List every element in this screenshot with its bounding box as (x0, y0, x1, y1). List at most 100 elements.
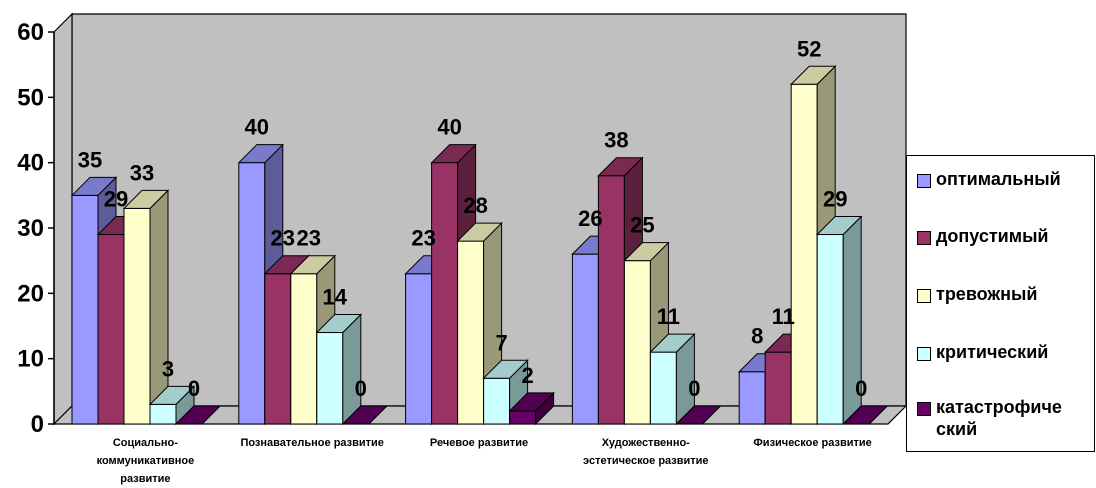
y-tick-label: 40 (17, 150, 44, 177)
category-label: Социально- (113, 437, 178, 449)
data-label: 0 (855, 376, 867, 401)
data-label: 38 (604, 128, 628, 153)
bar-front (405, 273, 433, 425)
legend-item: катастрофиче ский (917, 396, 1096, 440)
bar-front (238, 162, 266, 425)
bar (841, 405, 889, 425)
bar-front (597, 175, 625, 425)
legend-swatch (917, 231, 931, 245)
bar-top (70, 176, 118, 196)
data-label: 23 (411, 226, 435, 251)
data-label: 8 (751, 324, 763, 349)
bar (482, 359, 529, 426)
data-label: 11 (772, 304, 795, 329)
bar-top (289, 255, 337, 275)
data-label: 11 (657, 304, 680, 329)
bar (456, 221, 503, 426)
data-label: 23 (297, 226, 321, 251)
bar-front (264, 273, 292, 425)
bar (649, 332, 696, 426)
bar-front (123, 207, 151, 425)
bar-front (316, 332, 344, 425)
bar (623, 241, 670, 426)
bar-top (789, 65, 837, 85)
bar-side (342, 313, 362, 426)
bar-front (790, 83, 818, 425)
bar-top (341, 405, 389, 425)
bar-front (290, 273, 318, 425)
data-label: 14 (323, 285, 348, 310)
category-label: коммуникативное (97, 455, 195, 467)
y-tick-label: 10 (17, 346, 44, 373)
bar-front (149, 403, 177, 425)
bar-top (430, 144, 477, 164)
legend-swatch (917, 402, 931, 416)
data-label: 0 (355, 376, 367, 401)
data-label: 0 (688, 376, 700, 401)
data-label: 23 (271, 226, 295, 251)
category-label: Познавательное развитие (240, 437, 383, 449)
y-tick-label: 20 (17, 280, 44, 307)
bar-front (509, 410, 537, 425)
bar-front (431, 162, 459, 425)
bar-top (597, 157, 644, 177)
data-label: 29 (823, 187, 847, 212)
data-label: 2 (521, 363, 533, 388)
bar (341, 405, 389, 425)
bar-front (71, 194, 99, 425)
legend-label: критический (936, 342, 1049, 362)
data-label: 40 (437, 115, 461, 140)
data-label: 29 (104, 187, 128, 212)
bar-top (649, 333, 696, 353)
bar (122, 189, 170, 426)
bar (815, 215, 863, 426)
bar-top (482, 359, 529, 379)
category-axis-labels: Социально-коммуникативное развитие Познава… (97, 437, 872, 485)
bar-front (457, 240, 485, 425)
bar-top (841, 405, 889, 425)
data-label: 28 (463, 193, 487, 218)
legend-swatch (917, 174, 931, 188)
legend: оптимальный допустимый тревожный критически… (906, 155, 1095, 452)
y-tick-label: 0 (31, 411, 44, 438)
bar-series (70, 65, 889, 426)
legend-label: оптимальный (936, 169, 1061, 189)
category-label: эстетическое развитие (583, 455, 709, 467)
bar (148, 385, 196, 426)
bar (174, 405, 222, 425)
bar-top (675, 405, 722, 425)
legend-label: допустимый (936, 226, 1049, 246)
legend-swatch (917, 347, 931, 361)
bar-top (623, 242, 670, 262)
bar-top (174, 405, 222, 425)
bar (508, 391, 555, 426)
data-label: 35 (78, 147, 102, 172)
category-label: развитие (120, 473, 170, 485)
data-label: 3 (162, 356, 174, 381)
legend-label: катастрофиче ский (936, 397, 1062, 439)
bar-front (764, 351, 792, 425)
data-label: 7 (495, 330, 507, 355)
legend-item: критический (917, 341, 1096, 363)
data-label: 26 (578, 206, 602, 231)
data-label: 25 (630, 213, 654, 238)
bar-front (571, 253, 599, 425)
bar-top (815, 216, 863, 236)
y-tick-label: 60 (17, 19, 44, 46)
value-axis: 0 10 20 30 40 50 60 (17, 19, 55, 438)
bar-front (738, 371, 766, 425)
bar-front (649, 351, 677, 425)
category-label: Художественно- (602, 437, 690, 449)
bar-top (148, 385, 196, 405)
legend-label: тревожный (936, 284, 1038, 304)
legend-item: тревожный (917, 283, 1096, 305)
y-tick-label: 30 (17, 215, 44, 242)
bar-top (237, 144, 285, 164)
bar-top (315, 314, 363, 334)
data-label: 52 (797, 36, 821, 61)
bar-front (483, 377, 511, 425)
legend-swatch (917, 289, 931, 303)
bar-top (122, 189, 170, 209)
